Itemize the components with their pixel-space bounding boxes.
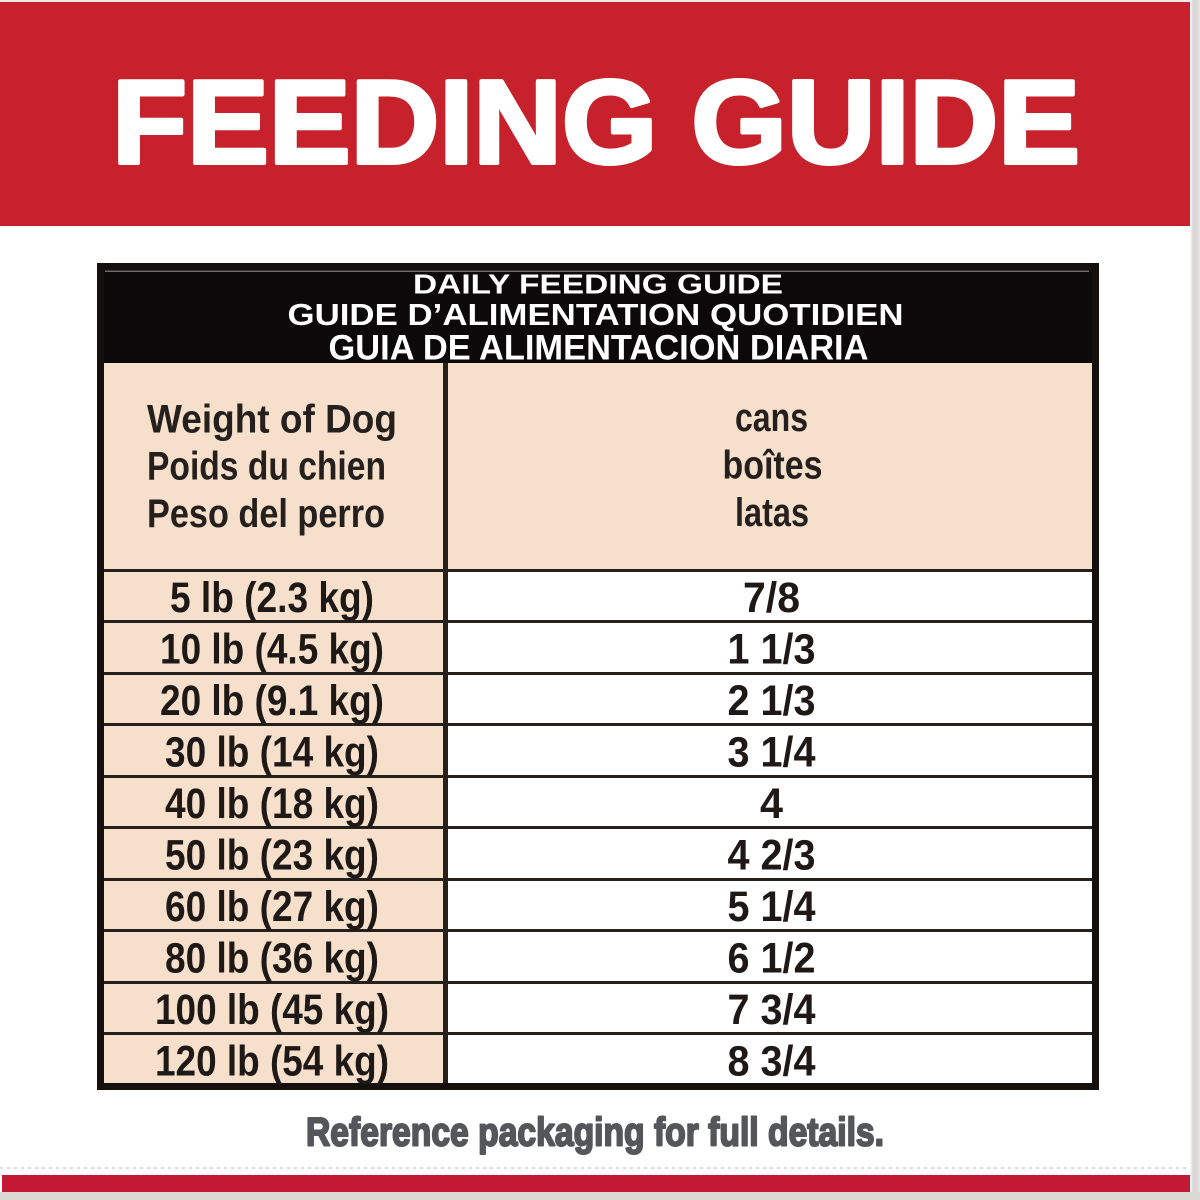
svg-text:7/8: 7/8	[743, 575, 800, 622]
svg-text:boîtes: boîtes	[723, 444, 823, 488]
svg-text:GUIDE D’ALIMENTATION QUOTIDIEN: GUIDE D’ALIMENTATION QUOTIDIEN	[288, 298, 904, 332]
svg-text:Weight of Dog: Weight of Dog	[147, 398, 397, 442]
svg-text:2 1/3: 2 1/3	[728, 678, 816, 725]
svg-text:Poids du chien: Poids du chien	[147, 445, 386, 489]
svg-text:1 1/3: 1 1/3	[728, 627, 816, 674]
svg-text:80 lb (36 kg): 80 lb (36 kg)	[165, 936, 379, 983]
svg-text:Reference packaging for full d: Reference packaging for full details.	[306, 1111, 884, 1155]
svg-text:cans: cans	[735, 396, 808, 440]
svg-text:50 lb (23 kg): 50 lb (23 kg)	[165, 833, 379, 880]
svg-text:40 lb (18 kg): 40 lb (18 kg)	[165, 781, 379, 828]
svg-text:120 lb (54 kg): 120 lb (54 kg)	[155, 1039, 389, 1086]
svg-text:20 lb (9.1 kg): 20 lb (9.1 kg)	[160, 678, 384, 725]
svg-text:10 lb (4.5 kg): 10 lb (4.5 kg)	[160, 627, 384, 674]
svg-text:4: 4	[760, 781, 783, 828]
svg-text:FEEDING GUIDE: FEEDING GUIDE	[112, 56, 1080, 189]
svg-text:GUIA DE ALIMENTACION DIARIA: GUIA DE ALIMENTACION DIARIA	[329, 328, 869, 368]
svg-text:5 lb (2.3 kg): 5 lb (2.3 kg)	[170, 575, 374, 622]
svg-text:100 lb (45 kg): 100 lb (45 kg)	[155, 987, 389, 1034]
svg-text:8 3/4: 8 3/4	[728, 1039, 816, 1086]
svg-text:Peso del perro: Peso del perro	[147, 492, 385, 536]
svg-text:7 3/4: 7 3/4	[728, 987, 816, 1034]
svg-text:4 2/3: 4 2/3	[728, 833, 816, 880]
svg-text:latas: latas	[735, 491, 809, 535]
svg-text:DAILY FEEDING GUIDE: DAILY FEEDING GUIDE	[413, 269, 783, 300]
svg-text:30 lb (14 kg): 30 lb (14 kg)	[165, 730, 379, 777]
svg-text:6 1/2: 6 1/2	[728, 936, 816, 983]
svg-text:60 lb (27 kg): 60 lb (27 kg)	[165, 884, 379, 931]
svg-text:5 1/4: 5 1/4	[728, 884, 816, 931]
svg-text:3 1/4: 3 1/4	[728, 730, 816, 777]
